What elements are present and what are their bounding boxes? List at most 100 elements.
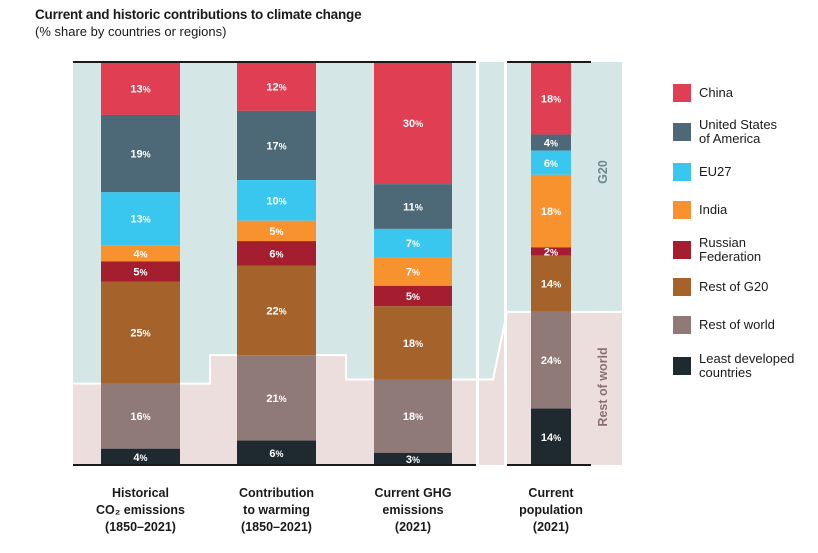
legend-swatch: [673, 163, 691, 181]
bar-segment-india-1: [237, 220, 316, 242]
bar-segment-rest-of-g20-1: [237, 265, 316, 356]
category-label-line: Contribution: [239, 486, 314, 500]
category-label-line: (1850–2021): [105, 520, 176, 534]
value-label: 16%: [130, 411, 150, 423]
category-label-line: emissions: [382, 503, 443, 517]
value-label: 11%: [403, 202, 423, 214]
category-label-line: population: [519, 503, 583, 517]
legend-swatch: [673, 316, 691, 334]
bar-segment-russian-federation-3: [531, 247, 571, 256]
category-label-line: Current: [528, 486, 574, 500]
bar-segment-india-3: [531, 174, 571, 248]
category-label-line: (1850–2021): [241, 520, 312, 534]
g20-background: [73, 62, 622, 384]
bar-segment-united-states-of-america-0: [101, 114, 180, 193]
group-label-g20: G20: [596, 160, 610, 184]
legend-item: India: [673, 201, 809, 219]
value-label: 6%: [544, 158, 558, 170]
value-label: 17%: [266, 140, 286, 152]
bar-segment-rest-of-world-2: [374, 379, 452, 453]
value-label: 18%: [403, 411, 423, 423]
bar-segment-rest-of-g20-3: [531, 255, 571, 312]
value-label: 30%: [403, 118, 423, 130]
rest-of-world-background: [73, 311, 622, 465]
value-label: 5%: [133, 267, 147, 279]
chart-title: Current and historic contributions to cl…: [35, 7, 362, 22]
value-label: 4%: [133, 452, 147, 464]
value-label: 3%: [406, 454, 420, 466]
value-label: 22%: [266, 305, 286, 317]
legend-item: Rest of world: [673, 316, 809, 334]
group-background-layer: [73, 60, 622, 467]
bar-segment-united-states-of-america-2: [374, 184, 452, 229]
legend-item: United States of America: [673, 118, 809, 146]
legend-label: EU27: [699, 164, 732, 179]
bar-segment-rest-of-world-3: [531, 311, 571, 409]
legend-swatch: [673, 278, 691, 296]
value-label: 13%: [130, 83, 150, 95]
category-label-line: (2021): [533, 520, 569, 534]
legend-item: Least developed countries: [673, 352, 809, 380]
legend-item: EU27: [673, 163, 809, 181]
group-label-rest-of-world: Rest of world: [596, 347, 610, 426]
legend-label: India: [699, 202, 728, 217]
value-label: 7%: [406, 238, 420, 250]
bar-segment-rest-of-g20-2: [374, 306, 452, 380]
category-label-line: Current GHG: [374, 486, 451, 500]
value-label: 18%: [403, 338, 423, 350]
bar-segment-eu27-2: [374, 228, 452, 258]
bar-segment-russian-federation-0: [101, 261, 180, 282]
bar-segment-least-developed-countries-1: [237, 440, 316, 465]
bar-segment-russian-federation-1: [237, 241, 316, 266]
category-label-line: to warming: [243, 503, 310, 517]
value-label: 13%: [130, 214, 150, 226]
value-label: 12%: [266, 81, 286, 93]
bar-segment-eu27-3: [531, 150, 571, 175]
value-label: 18%: [541, 93, 561, 105]
legend-label: Least developed countries: [699, 351, 795, 380]
bar-segment-rest-of-world-1: [237, 355, 316, 441]
legend-label: Rest of G20: [699, 279, 769, 294]
value-label: 7%: [406, 267, 420, 279]
legend-label: Russian Federation: [699, 235, 762, 264]
panel-gap-left: [476, 60, 479, 467]
value-label: 5%: [269, 226, 283, 238]
bar-segment-russian-federation-2: [374, 285, 452, 307]
legend-swatch: [673, 357, 691, 375]
legend-swatch: [673, 241, 691, 259]
bar-segment-china-3: [531, 62, 571, 135]
value-label: 18%: [541, 206, 561, 218]
bar-segment-least-developed-countries-2: [374, 452, 452, 465]
bar-segment-china-2: [374, 62, 452, 185]
legend-swatch: [673, 84, 691, 102]
bar-segment-india-0: [101, 245, 180, 262]
category-label-line: Historical: [112, 486, 169, 500]
value-label: 4%: [544, 138, 558, 150]
chart-subtitle: (% share by countries or regions): [35, 24, 227, 39]
legend-swatch: [673, 201, 691, 219]
value-label: 10%: [266, 195, 286, 207]
category-label-line: (2021): [395, 520, 431, 534]
bar-segment-least-developed-countries-3: [531, 408, 571, 465]
bar-segment-eu27-0: [101, 192, 180, 246]
value-label: 21%: [266, 393, 286, 405]
legend-label: China: [699, 85, 733, 100]
legend-item: China: [673, 84, 809, 102]
value-label: 5%: [406, 291, 420, 303]
legend-label: Rest of world: [699, 317, 775, 332]
bar-segment-least-developed-countries-0: [101, 448, 180, 465]
legend-swatch: [673, 123, 691, 141]
legend-item: Rest of G20: [673, 278, 809, 296]
panel-gap-right: [504, 60, 507, 467]
value-label: 24%: [541, 355, 561, 367]
category-label-line: CO₂ emissions: [96, 503, 185, 517]
value-label: 4%: [133, 248, 147, 260]
bars-layer: [101, 62, 571, 465]
value-label: 19%: [130, 149, 150, 161]
value-label: 6%: [269, 248, 283, 260]
bar-segment-united-states-of-america-3: [531, 134, 571, 151]
bar-segment-rest-of-world-0: [101, 383, 180, 449]
value-label: 2%: [544, 246, 558, 258]
bar-segment-india-2: [374, 257, 452, 286]
